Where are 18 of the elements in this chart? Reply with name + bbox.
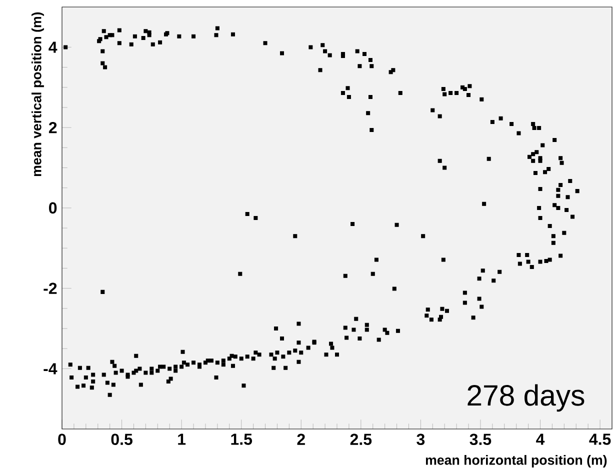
x-axis-title: mean horizontal position (m) — [426, 455, 607, 468]
y-tick-label: -2 — [44, 282, 57, 294]
y-tick-label: 0 — [49, 202, 57, 214]
x-tick-label: 1.5 — [231, 434, 252, 445]
annotation: 278 days — [468, 384, 584, 412]
y-tick-label: 2 — [48, 122, 57, 134]
x-tick-label: 1 — [178, 434, 186, 445]
x-tick-label: 2 — [297, 434, 305, 445]
y-tick-label: 4 — [48, 42, 58, 53]
x-tick-label: 4 — [536, 434, 545, 445]
x-tick-label: 0.5 — [111, 434, 132, 446]
x-tick-label: 2.5 — [350, 434, 372, 446]
y-tick-label: -4 — [44, 363, 58, 374]
x-tick-label: 3.5 — [470, 434, 492, 446]
x-tick-label: 4.5 — [589, 434, 611, 445]
x-tick-label: 0 — [58, 434, 66, 446]
x-tick-label: 3 — [416, 434, 425, 446]
y-axis-title: mean vertical position (m) — [32, 12, 44, 176]
